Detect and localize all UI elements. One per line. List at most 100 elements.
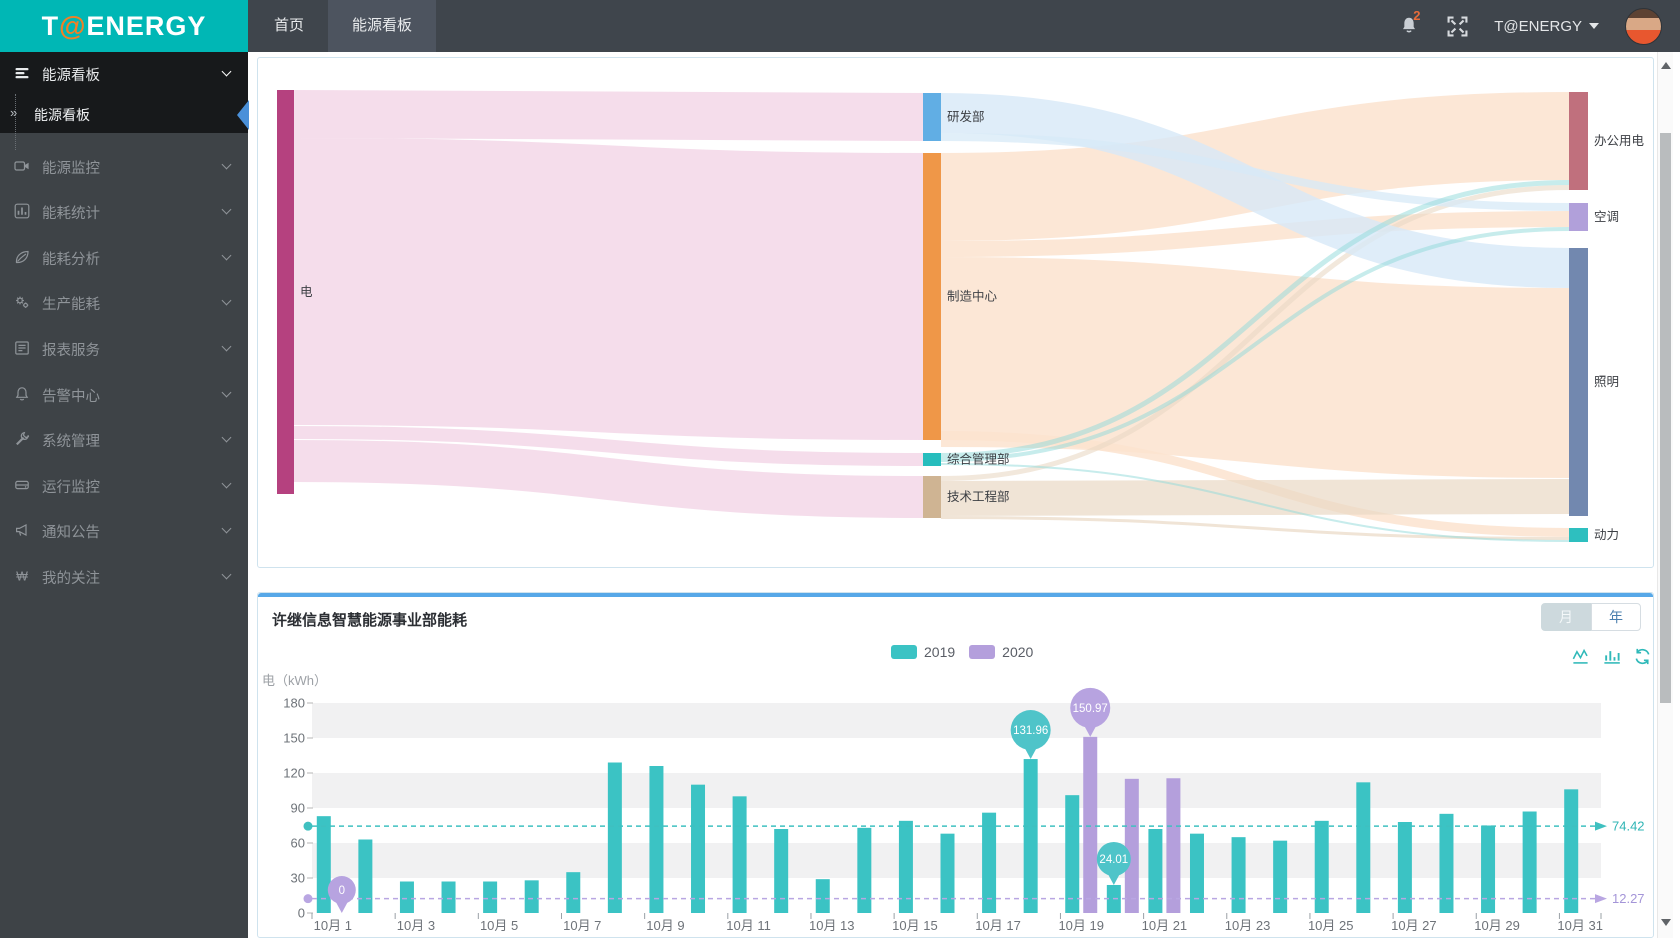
chevron-down-icon (1589, 23, 1599, 29)
period-month-button[interactable]: 月 (1541, 603, 1591, 631)
sankey-node-研发部[interactable] (923, 93, 941, 141)
vertical-scrollbar[interactable] (1657, 52, 1673, 938)
x-tick-label: 10月 3 (397, 918, 435, 933)
sankey-link (940, 257, 1570, 478)
bar-2019-10月 24 (1273, 840, 1288, 913)
svg-text:₩: ₩ (16, 569, 28, 583)
plot-band (312, 843, 1601, 878)
x-tick-label: 10月 5 (480, 918, 518, 933)
mark-point-label: 150.97 (1073, 703, 1108, 715)
y-tick-label: 30 (291, 871, 305, 886)
sankey-link (940, 227, 1570, 462)
bar-2019-10月 2 (358, 839, 373, 913)
chevron-down-icon (221, 523, 232, 534)
notification-bell[interactable]: 2 (1399, 8, 1421, 38)
legend-item-2019[interactable]: 2019 (891, 644, 955, 660)
scroll-up-icon[interactable] (1661, 62, 1671, 69)
x-tick-label: 10月 7 (563, 918, 601, 933)
fullscreen-icon[interactable] (1447, 16, 1468, 37)
chevron-down-icon (221, 295, 232, 306)
sidebar-item-9[interactable]: 运行监控 (0, 465, 248, 505)
x-tick-label: 10月 1 (314, 918, 352, 933)
sankey-node-label: 技术工程部 (947, 489, 1010, 504)
avatar[interactable] (1625, 7, 1662, 45)
bar-2019-10月 8 (607, 762, 622, 913)
sankey-node-电[interactable] (277, 90, 294, 494)
mark-point-min-2020 (327, 876, 356, 904)
sidebar-item-11[interactable]: ₩ 我的关注 (0, 556, 248, 596)
refresh-icon[interactable] (1633, 647, 1652, 666)
sidebar-active-group: 能源看板 » 能源看板 (0, 52, 248, 133)
sidebar-item-7[interactable]: 告警中心 (0, 374, 248, 414)
bar-2019-10月 26 (1356, 782, 1371, 913)
scrollbar-thumb[interactable] (1660, 133, 1671, 703)
sankey-link (293, 138, 924, 440)
period-year-button[interactable]: 年 (1591, 603, 1641, 631)
bar-2019-10月 18 (1023, 759, 1038, 913)
app-logo[interactable]: T@ENERGY (0, 0, 248, 52)
mark-point-min-2019 (1096, 841, 1131, 876)
bar-2019-10月 7 (566, 872, 581, 913)
plot-band (312, 703, 1601, 738)
sidebar-item-label: 报表服务 (42, 342, 100, 359)
bar-2020-10月 19 (1083, 736, 1098, 913)
bar-chart-icon[interactable] (1602, 647, 1621, 666)
tab-energy-board[interactable]: 能源看板 (328, 0, 437, 52)
sidebar-item-8[interactable]: 系统管理 (0, 419, 248, 459)
double-angle-icon: » (10, 105, 18, 120)
x-tick-label: 10月 23 (1225, 918, 1271, 933)
sidebar-item-10[interactable]: 通知公告 (0, 510, 248, 550)
bar-2019-10月 17 (982, 812, 997, 913)
y-tick-label: 0 (298, 906, 305, 921)
energy-card-title: 许继信息智慧能源事业部能耗 (272, 612, 468, 629)
scroll-down-icon[interactable] (1661, 919, 1671, 926)
server-icon (14, 477, 30, 493)
user-menu[interactable]: T@ENERGY (1494, 18, 1599, 35)
sidebar-item-2[interactable]: 能源监控 (0, 146, 248, 186)
mark-point-label: 131.96 (1013, 725, 1048, 737)
app-header: T@ENERGY 首页 能源看板 2 T@ENERGY (0, 0, 1680, 52)
bar-2019-10月 31 (1564, 789, 1579, 913)
sidebar-item-4[interactable]: 能耗分析 (0, 237, 248, 277)
tab-home[interactable]: 首页 (274, 17, 305, 34)
sankey-node-技术工程部[interactable] (923, 476, 941, 518)
alarm-bell-icon (14, 386, 30, 402)
sidebar-item-label: 能源监控 (42, 160, 100, 177)
avg-line-arrow-icon (1595, 821, 1607, 831)
sidebar-item-label: 生产能耗 (42, 297, 100, 314)
sankey-node-综合管理部[interactable] (923, 453, 941, 466)
sankey-node-label: 办公用电 (1594, 133, 1645, 148)
sidebar-item-6[interactable]: 报表服务 (0, 328, 248, 368)
sidebar-item-3[interactable]: 能耗统计 (0, 191, 248, 231)
camera-icon (14, 158, 30, 174)
bar-2019-10月 13 (815, 879, 830, 913)
sankey-node-制造中心[interactable] (923, 153, 941, 440)
bar-2019-10月 10 (691, 784, 706, 913)
x-tick-label: 10月 29 (1474, 918, 1520, 933)
horizontal-scrollbar[interactable] (0, 938, 1680, 945)
bar-2019-10月 22 (1189, 833, 1204, 913)
chevron-down-icon (221, 159, 232, 169)
sankey-node-动力[interactable] (1569, 528, 1588, 542)
sankey-node-空调[interactable] (1569, 203, 1588, 231)
sankey-link (940, 92, 1570, 241)
sidebar-group-energy-board[interactable]: 能源看板 (0, 52, 248, 95)
sidebar-item-label: 能耗统计 (42, 206, 100, 223)
legend-item-2020[interactable]: 2020 (969, 644, 1033, 660)
sankey-node-照明[interactable] (1569, 248, 1588, 516)
line-chart-icon[interactable] (1571, 647, 1590, 666)
sankey-link (940, 133, 1570, 211)
chevron-down-icon (221, 432, 232, 443)
avg-line-label: 12.27 (1612, 891, 1645, 906)
logo-text: T@ENERGY (41, 11, 207, 41)
bar-2019-10月 29 (1481, 825, 1496, 913)
sankey-node-办公用电[interactable] (1569, 92, 1588, 190)
bar-2019-10月 9 (649, 766, 664, 913)
sankey-node-label: 照明 (1594, 375, 1619, 389)
sidebar-subitem-energy-board[interactable]: » 能源看板 (0, 95, 248, 133)
bar-2019-10月 14 (857, 827, 872, 913)
bar-2019-10月 30 (1522, 811, 1537, 913)
wrench-icon (14, 431, 30, 447)
sidebar-item-5[interactable]: 生产能耗 (0, 282, 248, 322)
user-name: T@ENERGY (1494, 17, 1582, 35)
